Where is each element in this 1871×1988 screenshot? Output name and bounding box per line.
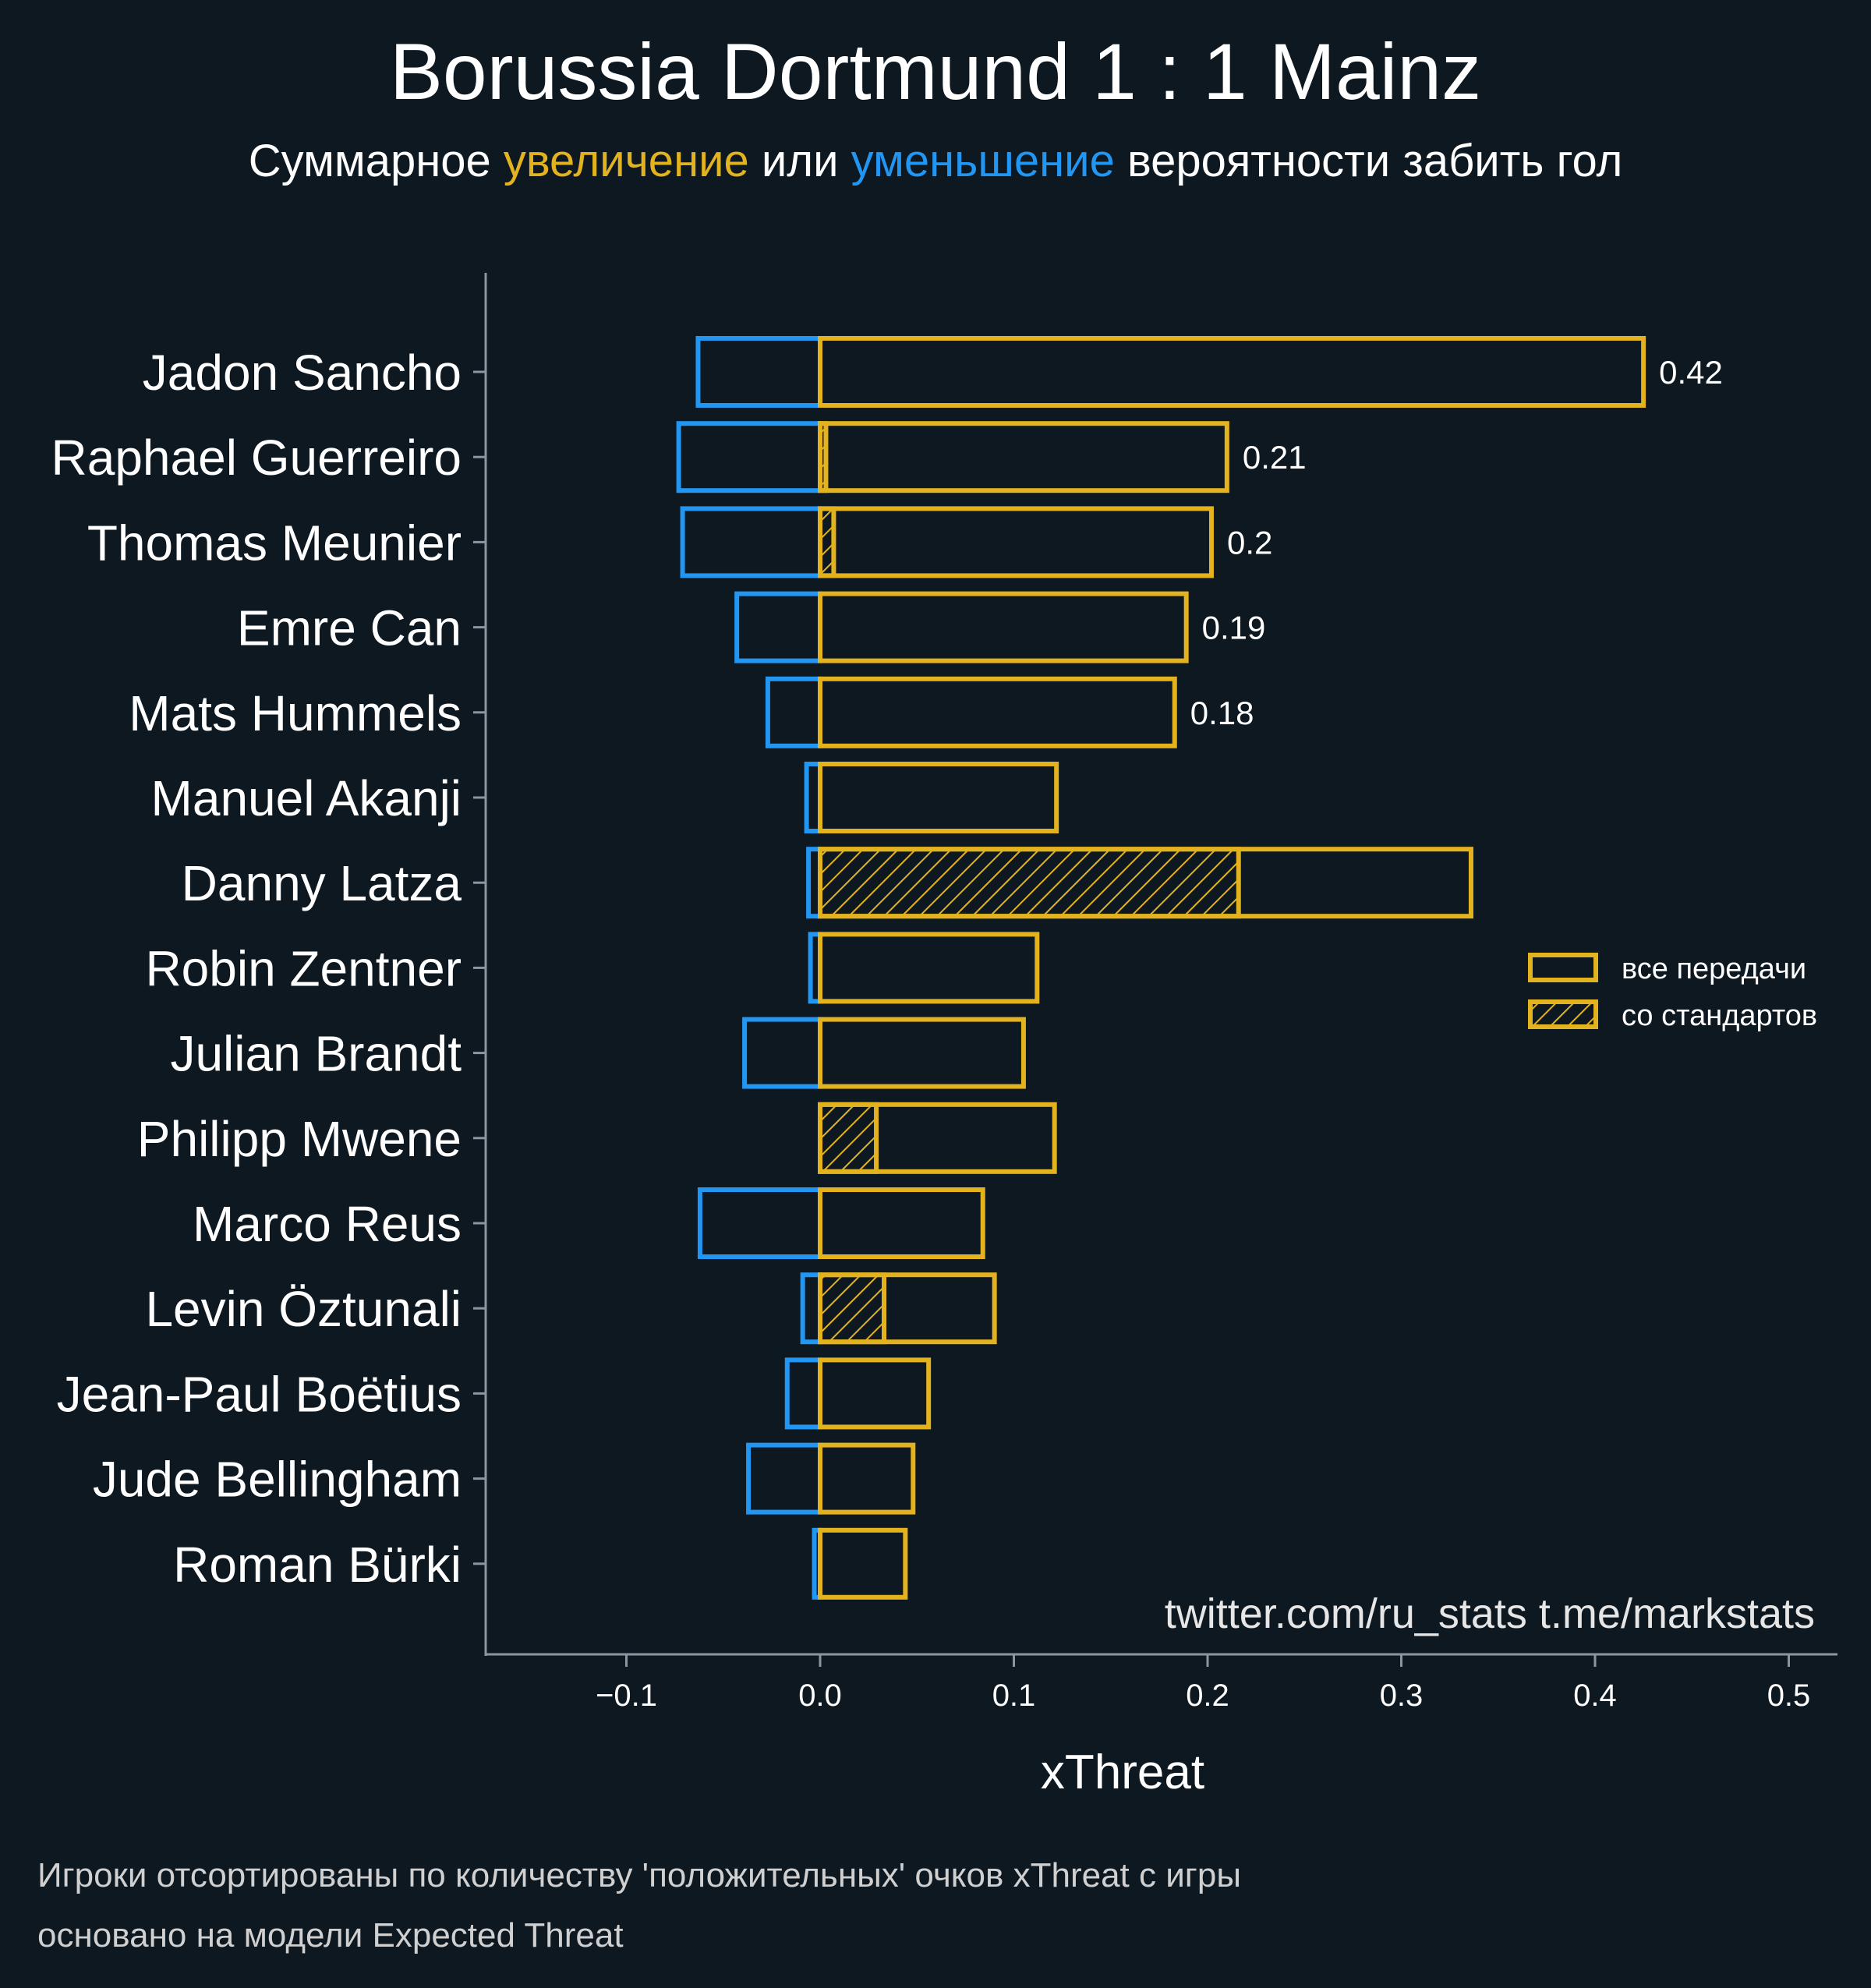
bar-increase-1 (818, 421, 1229, 493)
bar-decrease-4 (765, 676, 823, 748)
bar-set-pieces-9 (818, 1102, 879, 1174)
data-label-2: 0.2 (1227, 524, 1272, 561)
bar-decrease-3 (734, 591, 823, 663)
bar-increase-13 (818, 1442, 916, 1515)
player-labels: Jadon Sancho Raphael Guerreiro Thomas Meun… (51, 345, 486, 1593)
player-label: Julian Brandt (170, 1026, 462, 1082)
bar-increase-11 (818, 1272, 997, 1345)
chart-subtitle: Суммарное увеличение или уменьшение веро… (249, 136, 1623, 186)
data-label-0: 0.42 (1659, 354, 1723, 391)
chart-title: Borussia Dortmund 1 : 1 Mainz (390, 27, 1481, 116)
legend-label-all-passes: все передачи (1622, 953, 1806, 985)
subtitle-part-2: или (749, 136, 851, 186)
bar-decrease-1 (676, 421, 822, 493)
subtitle-part-0: Суммарное (249, 136, 504, 186)
bar-set-pieces-6 (818, 847, 1241, 919)
player-label: Jadon Sancho (143, 345, 462, 401)
player-label: Philipp Mwene (137, 1111, 462, 1167)
bar-decrease-13 (746, 1442, 822, 1515)
data-label-4: 0.18 (1190, 695, 1254, 731)
x-tick-label-6: 0.5 (1767, 1678, 1811, 1713)
subtitle-part-4: вероятности забить гол (1115, 136, 1622, 186)
bar-increase-8 (818, 1017, 1026, 1089)
x-tick-label-3: 0.2 (1186, 1678, 1229, 1713)
legend: все передачи со стандартов (1528, 953, 1817, 1032)
x-tick-label-1: 0.0 (798, 1678, 842, 1713)
player-label: Jude Bellingham (93, 1452, 462, 1508)
player-label: Roman Bürki (173, 1537, 462, 1593)
player-label: Manuel Akanji (151, 770, 462, 826)
x-axis-label: xThreat (1041, 1746, 1204, 1799)
x-axis-ticks: −0.1 0.0 0.1 0.2 0.3 0.4 0.5 (596, 1654, 1810, 1713)
x-tick-label-5: 0.4 (1573, 1678, 1617, 1713)
bar-increase-0 (818, 336, 1646, 408)
player-label: Emre Can (237, 600, 462, 656)
bar-increase-3 (818, 591, 1189, 663)
legend-swatch-all-passes (1528, 953, 1598, 982)
player-label: Thomas Meunier (87, 515, 462, 571)
bar-increase-9 (818, 1102, 1057, 1174)
x-tick-label-2: 0.1 (992, 1678, 1036, 1713)
bar-increase-14 (818, 1527, 908, 1600)
bar-increase-12 (818, 1357, 932, 1430)
bar-increase-10 (818, 1187, 985, 1259)
bars-layer: 0.42 0.21 0.2 0.19 0.18 (676, 336, 1723, 1600)
bar-decrease-10 (697, 1187, 822, 1259)
bar-set-pieces-11 (818, 1272, 887, 1345)
footnote-sorting: Игроки отсортированы по количеству 'поло… (37, 1856, 1241, 1894)
subtitle-part-3: уменьшение (851, 136, 1115, 186)
player-label: Robin Zentner (145, 940, 462, 996)
bar-increase-2 (818, 506, 1214, 578)
x-tick-label-4: 0.3 (1380, 1678, 1424, 1713)
player-label: Marco Reus (193, 1196, 462, 1252)
player-label: Raphael Guerreiro (51, 430, 462, 486)
footnote-model: основано на модели Expected Threat (37, 1916, 624, 1954)
bar-decrease-2 (680, 506, 822, 578)
x-tick-label-0: −0.1 (596, 1678, 657, 1713)
legend-label-set-pieces: со стандартов (1622, 999, 1817, 1032)
watermark: twitter.com/ru_stats t.me/markstats (1165, 1590, 1815, 1637)
data-label-1: 0.21 (1243, 439, 1307, 476)
player-label: Mats Hummels (129, 685, 462, 741)
subtitle-part-1: увеличение (504, 136, 749, 186)
bar-decrease-0 (695, 336, 822, 408)
legend-swatch-set-pieces (1528, 999, 1598, 1029)
player-label: Jean-Paul Boëtius (57, 1366, 462, 1422)
bar-increase-4 (818, 676, 1177, 748)
player-label: Levin Öztunali (145, 1281, 462, 1337)
bar-decrease-11 (800, 1272, 823, 1345)
player-label: Danny Latza (182, 855, 462, 911)
bar-decrease-12 (784, 1357, 823, 1430)
bar-decrease-8 (742, 1017, 823, 1089)
bar-increase-5 (818, 762, 1059, 833)
bar-increase-7 (818, 932, 1040, 1004)
bar-increase-6 (818, 847, 1473, 919)
data-label-3: 0.19 (1202, 610, 1266, 646)
